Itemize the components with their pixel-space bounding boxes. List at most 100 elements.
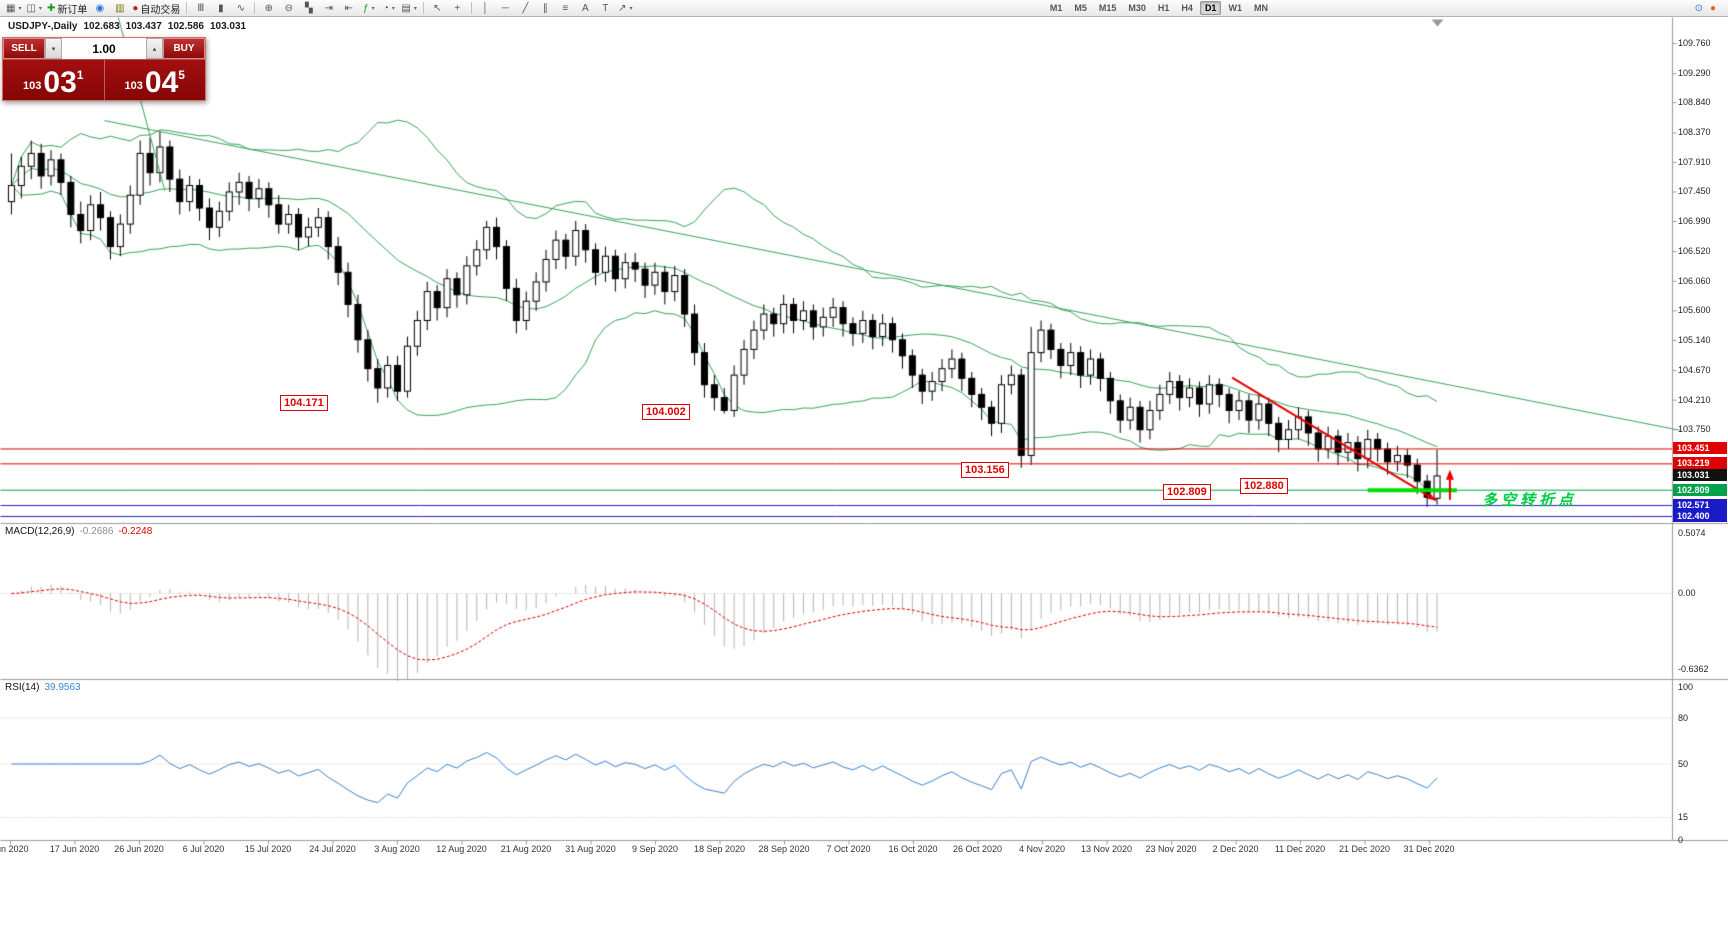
price-callout[interactable]: 102.809	[1163, 484, 1211, 500]
timeframe-m30[interactable]: M30	[1128, 3, 1146, 13]
date-axis-label: 15 Jul 2020	[244, 844, 292, 854]
macd-name: MACD(12,26,9)	[5, 526, 75, 537]
indicators-icon-glyph: ƒ	[363, 2, 369, 14]
price-tag[interactable]: 103.031	[1673, 469, 1727, 482]
volume-up-button[interactable]: ▴	[146, 38, 163, 59]
sell-price-prefix: 103	[23, 80, 42, 92]
timeframe-mn[interactable]: MN	[1253, 3, 1268, 13]
price-callout[interactable]: 104.171	[280, 395, 328, 411]
templates-icon[interactable]: ▤ ▾	[399, 1, 418, 16]
alert-badge-icon[interactable]: ●	[1709, 2, 1716, 14]
arrows-icon[interactable]: ↗ ▾	[616, 1, 635, 16]
autotrading-button[interactable]: ● 自动交易	[130, 1, 182, 16]
arrows-icon-caret: ▾	[629, 5, 633, 12]
price-axis-tick: 107.450	[1678, 186, 1711, 197]
sell-price[interactable]: 103 03 1	[3, 60, 104, 100]
market-watch-icon-glyph: ◉	[95, 2, 105, 14]
fibonacci-icon[interactable]: ≡	[556, 1, 575, 16]
horizontal-line-icon-glyph: ─	[501, 2, 509, 14]
new-order-button[interactable]: ✚ 新订单	[45, 1, 89, 16]
periods-icon[interactable]: ◔ ▾	[379, 1, 398, 16]
top-toolbar: ▦ ▾ ◫ ▾ ✚ 新订单 ◉ ▥ ● 自动交易 Ⅲ ▮ ∿ ⊕ ⊖ ▚ ⇥ ⇤ ƒ ▾ ◔ ▾ ▤ ▾ ↖ + │ ─ ╱ ∥ ≡ A T ↗ ▾…	[0, 0, 1728, 17]
sell-button[interactable]: SELL	[3, 38, 45, 59]
cursor-icon[interactable]: ↖	[428, 1, 447, 16]
timeframe-h1[interactable]: H1	[1157, 3, 1170, 13]
tile-windows-icon[interactable]: ▚	[299, 1, 318, 16]
new-order-button-glyph: ✚	[46, 2, 56, 14]
macd-axis-tick: 0.00	[1678, 587, 1696, 598]
date-axis-label: 21 Dec 2020	[1338, 844, 1391, 854]
buy-price[interactable]: 103 04 5	[103, 60, 206, 100]
price-callout[interactable]: 104.002	[642, 404, 690, 420]
rsi-label: RSI(14) 39.9563	[5, 682, 81, 693]
volume-dropdown-button[interactable]: ▾	[45, 38, 62, 59]
chart-profiles-icon[interactable]: ◫ ▾	[24, 1, 43, 16]
vertical-line-icon[interactable]: │	[476, 1, 495, 16]
date-axis-label: 26 Oct 2020	[952, 844, 1003, 854]
zoom-out-icon[interactable]: ⊖	[279, 1, 298, 16]
channel-icon[interactable]: ∥	[536, 1, 555, 16]
candlestick-chart-icon[interactable]: ▮	[211, 1, 230, 16]
price-tag[interactable]: 103.451	[1673, 442, 1727, 455]
buy-button[interactable]: BUY	[163, 38, 205, 59]
indicators-icon-caret: ▾	[371, 5, 375, 12]
date-axis-label: 9 Sep 2020	[631, 844, 679, 854]
label-icon[interactable]: T	[596, 1, 615, 16]
ohlc-low: 102.586	[167, 21, 204, 32]
templates-icon-glyph: ▤	[401, 2, 411, 14]
bar-chart-icon[interactable]: Ⅲ	[191, 1, 210, 16]
autotrading-button-label: 自动交易	[140, 4, 181, 16]
data-window-icon-glyph: ▥	[115, 2, 125, 14]
price-tag[interactable]: 102.571	[1673, 499, 1727, 511]
timeframe-h4[interactable]: H4	[1181, 3, 1193, 13]
date-axis-label: 12 Aug 2020	[436, 844, 487, 854]
new-chart-icon[interactable]: ▦ ▾	[4, 1, 23, 16]
timeframe-m15[interactable]: M15	[1098, 3, 1117, 13]
price-axis-tick: 109.290	[1678, 68, 1711, 79]
auto-scroll-icon-glyph: ⇥	[324, 2, 334, 14]
search-icon[interactable]: ⊙	[1694, 2, 1703, 14]
crosshair-icon-glyph: +	[454, 2, 461, 14]
rsi-axis-tick: 0	[1678, 835, 1684, 845]
price-axis-tick: 103.750	[1678, 424, 1711, 435]
periods-icon-caret: ▾	[391, 5, 395, 12]
date-axis-label: 24 Jul 2020	[309, 844, 356, 854]
price-callout[interactable]: 102.880	[1240, 478, 1288, 494]
date-axis-label: 17 Jun 2020	[49, 844, 100, 854]
data-window-icon[interactable]: ▥	[110, 1, 129, 16]
price-tag[interactable]: 102.400	[1673, 509, 1727, 522]
rsi-value: 39.9563	[44, 682, 81, 693]
indicators-icon[interactable]: ƒ ▾	[359, 1, 378, 16]
timeframe-m1[interactable]: M1	[1049, 3, 1063, 13]
horizontal-line-icon[interactable]: ─	[496, 1, 515, 16]
volume-input[interactable]: 1.00	[62, 38, 146, 59]
date-axis-label: 16 Oct 2020	[888, 844, 938, 854]
line-chart-icon[interactable]: ∿	[231, 1, 250, 16]
price-tag[interactable]: 103.219	[1673, 457, 1727, 470]
timeframe-m5[interactable]: M5	[1074, 3, 1087, 13]
timeframe-w1[interactable]: W1	[1228, 3, 1242, 13]
timeframe-d1[interactable]: D1	[1199, 1, 1222, 15]
trendline-icon[interactable]: ╱	[516, 1, 535, 16]
text-icon[interactable]: A	[576, 1, 595, 16]
chart-shift-icon[interactable]: ⇤	[339, 1, 358, 16]
buy-price-prefix: 103	[124, 80, 143, 92]
crosshair-icon[interactable]: +	[448, 1, 467, 16]
arrows-icon-glyph: ↗	[618, 2, 627, 14]
price-axis-tick: 106.990	[1678, 216, 1711, 227]
price-tag[interactable]: 102.809	[1673, 483, 1727, 496]
toolbar-separator	[254, 2, 256, 14]
market-watch-icon[interactable]: ◉	[90, 1, 109, 16]
price-callout[interactable]: 103.156	[961, 462, 1009, 478]
toolbar-separator	[422, 2, 424, 14]
date-axis-label: 7 Oct 2020	[826, 844, 871, 854]
symbol-title: USDJPY-,Daily	[8, 21, 78, 32]
auto-scroll-icon[interactable]: ⇥	[319, 1, 338, 16]
date-axis-label: 2 Dec 2020	[1212, 844, 1259, 854]
zoom-in-icon[interactable]: ⊕	[259, 1, 278, 16]
date-axis-label: 13 Nov 2020	[1080, 844, 1133, 854]
trend-note-text[interactable]: 多空转折点	[1482, 492, 1578, 509]
macd-axis-tick: -0.6362	[1678, 663, 1709, 674]
